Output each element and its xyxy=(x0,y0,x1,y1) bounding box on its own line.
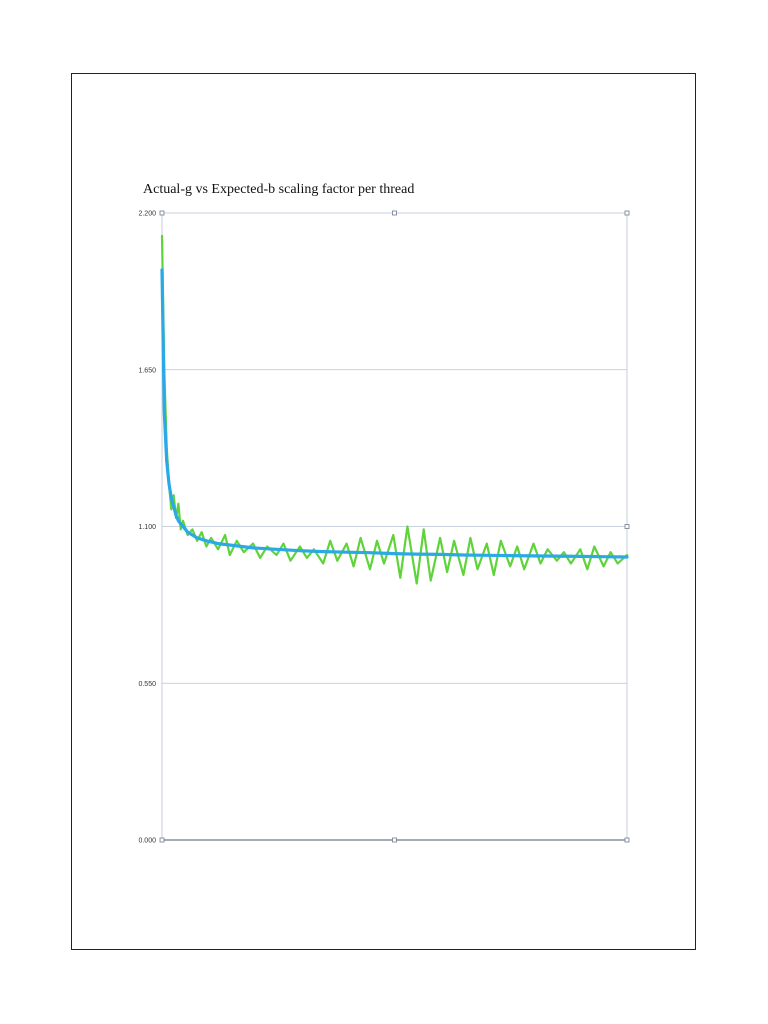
y-axis-ticks: 0.000 0.550 1.100 1.650 2.200 xyxy=(138,211,156,845)
selection-handles[interactable] xyxy=(159,210,630,843)
y-tick-label: 1.100 xyxy=(138,524,156,531)
chart-title: Actual-g vs Expected-b scaling factor pe… xyxy=(143,182,415,197)
resize-handle[interactable] xyxy=(392,210,397,216)
resize-handle[interactable] xyxy=(624,210,630,216)
resize-handle[interactable] xyxy=(624,837,630,843)
resize-handle[interactable] xyxy=(159,210,165,216)
resize-handle[interactable] xyxy=(392,837,397,843)
y-tick-label: 1.650 xyxy=(138,367,156,374)
y-tick-label: 0.000 xyxy=(138,838,156,845)
gridlines xyxy=(161,212,628,841)
resize-handle[interactable] xyxy=(624,524,630,529)
series-lines xyxy=(160,234,629,585)
series-line-expected xyxy=(160,268,629,559)
y-tick-label: 0.550 xyxy=(138,681,156,688)
resize-handle[interactable] xyxy=(159,837,165,843)
series-line-actual xyxy=(160,234,629,585)
y-tick-label: 2.200 xyxy=(138,211,156,218)
